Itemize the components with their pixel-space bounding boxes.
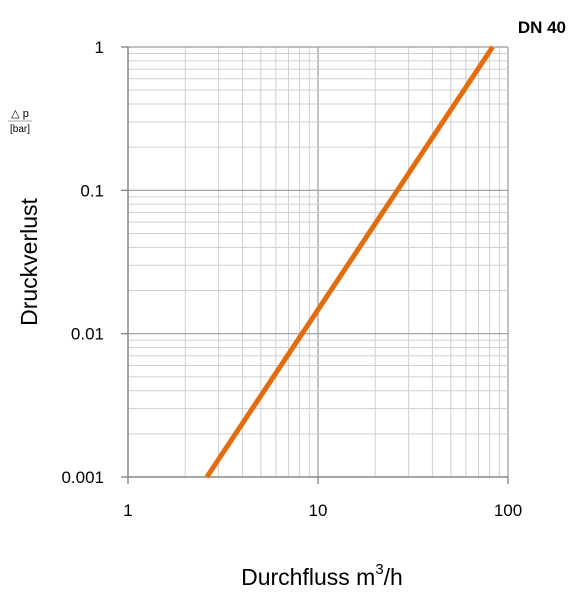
grid xyxy=(127,46,509,478)
x-tick-label: 10 xyxy=(309,501,328,520)
x-axis-label-sup: 3 xyxy=(375,561,383,578)
y-axis-label: Druckverlust xyxy=(16,197,42,325)
tick-labels: 1 10 100 0.001 0.01 0.1 1 xyxy=(61,38,522,520)
chart-title: DN 40 xyxy=(518,18,566,37)
y-tick-label: 1 xyxy=(95,38,104,57)
x-axis-label-main: Durchfluss m xyxy=(241,564,375,590)
x-tick-label: 100 xyxy=(494,501,522,520)
x-axis-label: Durchfluss m3/h xyxy=(241,561,403,590)
y-axis-unit: [bar] xyxy=(10,124,30,135)
y-tick-label: 0.01 xyxy=(71,325,104,344)
x-axis-label-tail: /h xyxy=(384,564,403,590)
y-axis-symbol: △ p xyxy=(11,108,29,120)
series-group xyxy=(204,45,495,479)
axes xyxy=(121,46,509,484)
pressure-loss-line xyxy=(204,45,495,479)
y-tick-label: 0.001 xyxy=(61,468,104,487)
x-tick-label: 1 xyxy=(123,501,132,520)
y-tick-label: 0.1 xyxy=(80,181,104,200)
